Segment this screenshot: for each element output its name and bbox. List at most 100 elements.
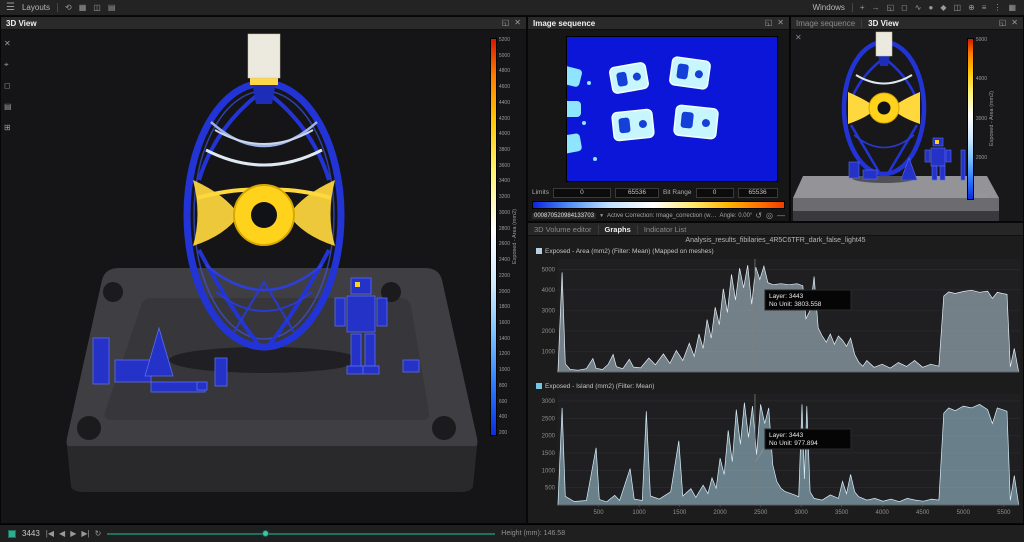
thermal-chip xyxy=(611,108,655,142)
colorbar-gradient xyxy=(489,38,497,436)
angle-label: Angle: 0.00° xyxy=(719,213,753,219)
analysis-title: Analysis_results_fibilaries_4R5C6TFR_dar… xyxy=(685,237,866,244)
tab-graphs[interactable]: Graphs xyxy=(597,224,631,234)
diamond-icon[interactable]: ◆ xyxy=(940,2,947,12)
menu-bar: ☰ Layouts ⟲ ▦ ◫ ▤ Windows + → ◱ ◻ ∿ ● ◆ ◫ ⊕ ≡ ⋮ ▦ xyxy=(0,0,1024,16)
image-sequence-panel: Image sequence ◱ ✕ xyxy=(527,16,790,222)
bounds-icon[interactable]: ◻ xyxy=(4,81,11,90)
legend-label: Exposed - Area (mm2) (Filter: Mean) (Map… xyxy=(545,247,714,255)
colorbar-tick: 3600 xyxy=(498,162,510,169)
footer-icons: ↺ ◎ — xyxy=(755,212,785,220)
fit-view-icon[interactable]: ⌖ xyxy=(4,60,9,69)
bit-range-max-input[interactable]: 65536 xyxy=(737,187,778,198)
hamburger-menu-icon[interactable]: ☰ xyxy=(6,1,15,13)
layout-rows-icon[interactable]: ▤ xyxy=(107,2,116,12)
add-view-icon[interactable]: ⊕ xyxy=(968,2,975,12)
colorbar-tick: 4000 xyxy=(975,76,987,83)
chart1-legend[interactable]: Exposed - Area (mm2) (Filter: Mean) (Map… xyxy=(528,246,1023,256)
window-icon[interactable]: ◻ xyxy=(901,2,908,12)
colorbar-tick: 3200 xyxy=(498,194,510,201)
thermal-image[interactable] xyxy=(554,36,778,182)
layout-grid-icon[interactable]: ▦ xyxy=(78,2,87,12)
list-icon[interactable]: ≡ xyxy=(981,2,987,12)
tab-3d-volume-editor[interactable]: 3D Volume editor xyxy=(534,224,592,234)
colorbar-tick: 4000 xyxy=(498,131,510,138)
collapse-icon[interactable]: — xyxy=(777,211,785,220)
grid-icon[interactable]: ▦ xyxy=(1008,2,1016,12)
history-icon[interactable]: ⟲ xyxy=(65,2,72,12)
float-panel-icon[interactable]: ◱ xyxy=(764,18,773,27)
colorbar-tick: 800 xyxy=(498,382,508,389)
capture-icon[interactable]: ◎ xyxy=(766,211,773,220)
layer-slider[interactable] xyxy=(107,529,496,539)
divider xyxy=(57,3,58,12)
graphs-panel: 3D Volume editor Graphs Indicator List A… xyxy=(527,222,1024,532)
grid-icon[interactable]: ⊞ xyxy=(4,123,11,132)
area-chart-exposed-island[interactable]: 500 1000 1500 2000 2500 3000 500 1000 1500 2000 25… xyxy=(528,391,1024,519)
tab-image-sequence[interactable]: Image sequence xyxy=(533,18,596,28)
arrow-icon[interactable]: → xyxy=(871,2,880,12)
skip-end-icon[interactable]: ▶| xyxy=(81,528,90,538)
svg-text:500: 500 xyxy=(545,486,556,492)
svg-text:3000: 3000 xyxy=(794,510,808,516)
record-icon[interactable]: ● xyxy=(928,2,934,12)
more-icon[interactable]: ⋮ xyxy=(993,2,1002,12)
split-view-icon[interactable]: ◫ xyxy=(953,2,962,12)
tab-image-sequence[interactable]: Image sequence xyxy=(796,18,856,28)
colorbar-tick: 5000 xyxy=(498,52,510,59)
deselect-icon[interactable]: ✕ xyxy=(4,39,11,48)
layouts-label[interactable]: Layouts xyxy=(21,3,50,12)
limits-row: Limits 0 65536 Bit Range 0 65536 xyxy=(528,186,789,199)
close-icon[interactable]: ✕ xyxy=(795,33,802,42)
window-icons: + → ◱ ◻ ∿ ● ◆ ◫ ⊕ ≡ ⋮ ▦ xyxy=(859,2,1016,12)
chart2-legend[interactable]: Exposed - Island (mm2) (Filter: Mean) xyxy=(528,381,1023,391)
close-panel-icon[interactable]: ✕ xyxy=(514,18,521,27)
slices-icon[interactable]: ▤ xyxy=(4,102,12,111)
window-restore-icon[interactable]: ◱ xyxy=(886,2,895,12)
curve-icon[interactable]: ∿ xyxy=(914,2,922,12)
slider-handle[interactable] xyxy=(262,529,270,537)
slider-track[interactable] xyxy=(107,532,496,535)
thermal-chip xyxy=(669,56,711,90)
reset-icon[interactable]: ↺ xyxy=(755,211,763,220)
play-icon[interactable]: ▶ xyxy=(70,528,77,538)
float-panel-icon[interactable]: ◱ xyxy=(501,18,510,27)
float-panel-icon[interactable]: ◱ xyxy=(998,18,1007,27)
loop-icon[interactable]: ↻ xyxy=(94,528,102,538)
left-colorbar: 5200 5000 4800 4600 4400 4200 4000 3800 3600 3400… xyxy=(489,38,518,436)
tab-3d-view[interactable]: 3D View xyxy=(6,18,37,28)
3d-scene-small xyxy=(793,31,999,221)
left-panel-header: 3D View ◱ ✕ xyxy=(1,17,526,30)
step-back-icon[interactable]: ◀ xyxy=(59,528,66,538)
svg-text:5000: 5000 xyxy=(957,510,971,516)
close-panel-icon[interactable]: ✕ xyxy=(777,18,784,27)
windows-label[interactable]: Windows xyxy=(812,3,845,12)
left-3d-viewport[interactable]: ✕ ⌖ ◻ ▤ ⊞ xyxy=(1,30,526,523)
svg-text:2500: 2500 xyxy=(542,416,556,422)
colorbar-tick: 5000 xyxy=(975,37,987,43)
colorbar-tick: 4800 xyxy=(498,68,510,75)
tab-indicator-list[interactable]: Indicator List xyxy=(636,224,686,234)
colorbar-ticks: 5000 4000 3000 2000 1000 xyxy=(976,38,987,200)
tab-3d-view[interactable]: 3D View xyxy=(861,18,899,28)
intensity-gradient-bar[interactable] xyxy=(532,201,785,209)
limits-max-input[interactable]: 65536 xyxy=(614,187,659,198)
bit-range-min-input[interactable]: 0 xyxy=(695,187,734,198)
current-layer-value[interactable]: 3443 xyxy=(22,529,40,538)
colorbar-tick: 2400 xyxy=(498,257,510,264)
right-3d-viewport[interactable]: ✕ xyxy=(791,30,1023,221)
add-icon[interactable]: + xyxy=(859,2,865,12)
colorbar-tick: 2000 xyxy=(498,288,510,295)
svg-text:1500: 1500 xyxy=(542,451,556,457)
colorbar-tick: 2600 xyxy=(498,241,510,248)
layout-split-icon[interactable]: ◫ xyxy=(93,2,101,12)
skip-start-icon[interactable]: |◀ xyxy=(45,528,55,538)
colorbar-tick: 4400 xyxy=(498,99,510,106)
sequence-file-id[interactable]: 000870520984133703 xyxy=(532,213,597,219)
chevron-down-icon[interactable]: ▼ xyxy=(599,212,605,219)
colorbar-tick: 2800 xyxy=(498,225,510,232)
svg-text:1000: 1000 xyxy=(542,468,556,474)
limits-min-input[interactable]: 0 xyxy=(552,187,611,198)
close-panel-icon[interactable]: ✕ xyxy=(1011,18,1018,27)
